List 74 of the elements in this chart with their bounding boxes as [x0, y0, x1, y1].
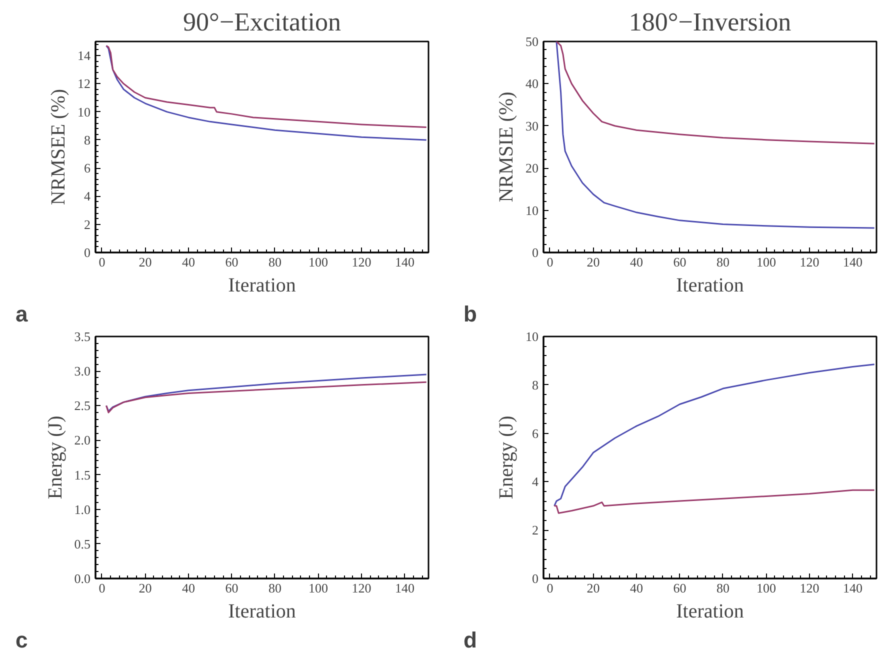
y-tick-label: 0.0	[74, 571, 90, 586]
x-tick-label: 80	[268, 254, 282, 270]
y-axis-title: Energy (J)	[44, 416, 66, 500]
x-tick-label: 20	[138, 580, 152, 596]
y-tick-label: 40	[526, 76, 538, 92]
x-tick-label: 0	[546, 580, 554, 596]
text: a	[16, 302, 28, 326]
x-tick-label: 80	[716, 254, 730, 270]
y-tick-label: 6	[532, 426, 539, 441]
y-tick-label: 1.0	[74, 502, 90, 517]
x-tick-label: 0	[98, 254, 106, 270]
x-tick-label: 0	[98, 580, 106, 596]
x-axis-title: Iteration	[676, 600, 744, 622]
text: b	[464, 302, 477, 326]
x-tick-label: 120	[352, 580, 372, 596]
y-tick-label: 10	[526, 202, 538, 218]
y-axis-title: NRMSEE (%)	[48, 88, 70, 206]
y-tick-label: 2.5	[74, 398, 90, 414]
y-tick-label: 4	[532, 474, 539, 490]
x-tick-label: 100	[308, 580, 328, 596]
x-tick-label: 60	[673, 580, 686, 596]
y-tick-label: 2.0	[74, 432, 90, 448]
y-tick-label: 0	[532, 571, 538, 586]
x-tick-label: 40	[630, 254, 643, 270]
y-tick-label: 14	[78, 48, 91, 64]
y-tick-label: 1.5	[74, 467, 90, 482]
x-tick-label: 20	[138, 254, 152, 270]
y-tick-label: 0	[84, 245, 90, 260]
y-tick-label: 0	[532, 245, 538, 260]
y-tick-label: 10	[78, 104, 90, 120]
x-tick-label: 140	[842, 580, 862, 596]
y-tick-label: 12	[78, 76, 90, 92]
x-tick-label: 100	[308, 254, 328, 270]
x-tick-label: 0	[546, 254, 554, 270]
y-tick-label: 2	[84, 216, 90, 232]
y-tick-label: 0.5	[74, 536, 90, 552]
x-tick-label: 40	[182, 254, 195, 270]
x-tick-label: 60	[673, 254, 686, 270]
y-tick-label: 8	[84, 132, 90, 148]
y-tick-label: 4	[84, 188, 91, 204]
y-tick-label: 10	[526, 329, 538, 344]
x-axis-title: Iteration	[676, 274, 744, 296]
x-tick-label: 100	[756, 254, 776, 270]
y-tick-label: 8	[532, 377, 538, 392]
y-tick-label: 20	[526, 160, 538, 176]
x-tick-label: 100	[756, 580, 776, 596]
x-tick-label: 120	[352, 254, 372, 270]
text: c	[16, 628, 28, 652]
x-tick-label: 40	[182, 580, 195, 596]
x-tick-label: 140	[394, 254, 414, 270]
x-tick-label: 80	[268, 580, 282, 596]
y-tick-label: 3.5	[74, 329, 90, 344]
chart-title: 90°−Excitation	[183, 8, 341, 36]
x-tick-label: 60	[225, 580, 238, 596]
x-axis-title: Iteration	[228, 600, 296, 622]
y-tick-label: 30	[526, 118, 538, 134]
y-axis-title: Energy (J)	[496, 416, 518, 500]
y-tick-label: 6	[84, 160, 91, 176]
y-tick-label: 3.0	[74, 364, 90, 379]
x-tick-label: 20	[586, 254, 600, 270]
x-tick-label: 80	[716, 580, 730, 596]
x-tick-label: 120	[800, 580, 820, 596]
x-tick-label: 20	[586, 580, 600, 596]
x-axis-title: Iteration	[228, 274, 296, 296]
x-tick-label: 60	[225, 254, 238, 270]
x-tick-label: 140	[394, 580, 414, 596]
x-tick-label: 120	[800, 254, 820, 270]
text: d	[464, 628, 477, 652]
chart-title: 180°−Inversion	[628, 8, 792, 36]
x-tick-label: 40	[630, 580, 643, 596]
x-tick-label: 140	[842, 254, 862, 270]
y-tick-label: 50	[526, 34, 538, 49]
y-tick-label: 2	[532, 522, 538, 538]
y-axis-title: NRMSIE (%)	[496, 92, 518, 202]
